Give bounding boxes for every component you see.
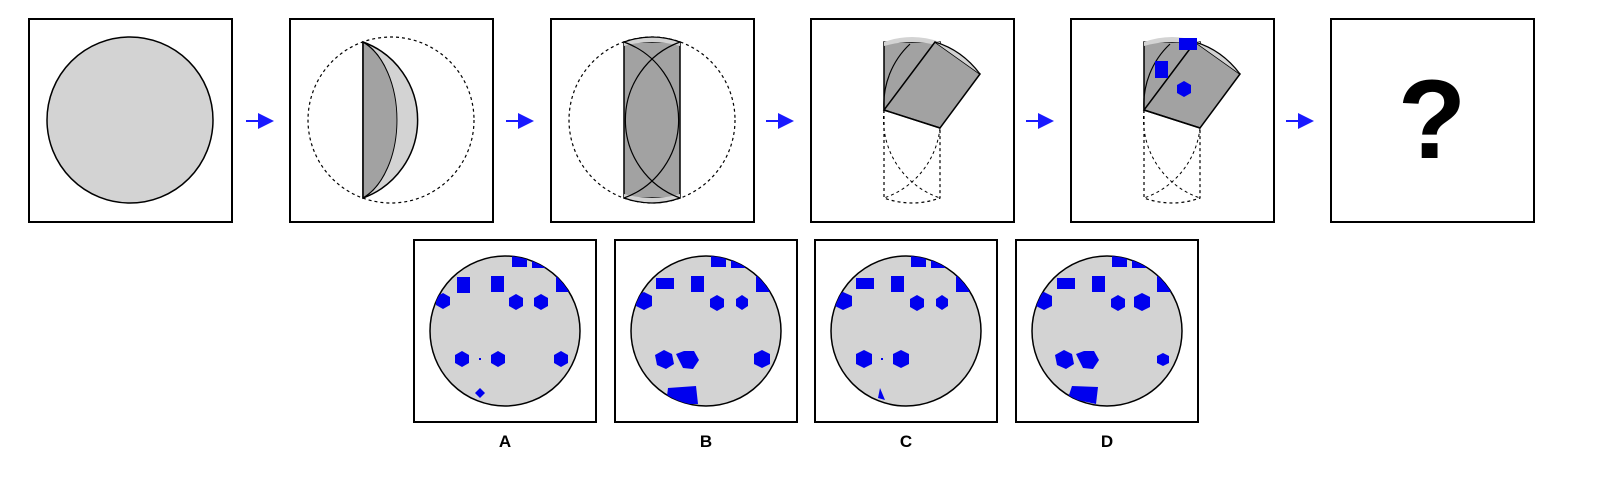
hole-square bbox=[1092, 276, 1105, 292]
hole-square bbox=[711, 256, 726, 267]
hole-hexagon bbox=[754, 350, 770, 368]
hole-square bbox=[691, 276, 704, 292]
hole-sliver bbox=[878, 388, 885, 400]
hole-hexagon bbox=[893, 350, 909, 368]
fold-arc-left bbox=[624, 41, 681, 199]
step-3-panel bbox=[550, 18, 755, 223]
strip-bottom-cap bbox=[624, 194, 680, 203]
hole-hexagon bbox=[534, 294, 548, 310]
hole-hexagon bbox=[936, 295, 948, 310]
unfolded-outline-dashed bbox=[1143, 110, 1201, 204]
unfolded-paper bbox=[630, 255, 782, 407]
question-frame bbox=[1330, 18, 1535, 223]
unfolded-paper bbox=[429, 255, 581, 407]
hole-square-left bbox=[1155, 61, 1168, 78]
hole-hexagon bbox=[710, 295, 724, 311]
hole-hexagon bbox=[1111, 295, 1125, 311]
unfolded-paper bbox=[830, 255, 982, 407]
hole-square-top bbox=[1179, 38, 1197, 50]
hole-hexagon bbox=[436, 293, 450, 309]
option-d-label: D bbox=[1101, 432, 1113, 451]
hole-square bbox=[512, 256, 527, 267]
hole-hexagon bbox=[1157, 353, 1169, 366]
hole-square bbox=[1057, 278, 1075, 289]
hole-hexagon bbox=[1134, 293, 1150, 311]
hole-dot bbox=[479, 358, 481, 360]
hole-hexagon bbox=[455, 351, 469, 367]
hole-hexagon bbox=[1055, 350, 1074, 369]
folded-strip bbox=[623, 41, 681, 199]
hole-square bbox=[1112, 256, 1127, 267]
fold-arc-right bbox=[623, 41, 680, 199]
hole-hexagon bbox=[676, 351, 699, 369]
hole-square bbox=[891, 276, 904, 292]
hole-square bbox=[656, 278, 674, 289]
paper-circle bbox=[46, 36, 214, 204]
answer-panel: ? bbox=[1330, 18, 1535, 223]
folded-flap bbox=[362, 40, 398, 200]
option-b[interactable] bbox=[614, 239, 798, 423]
option-b-label: B bbox=[700, 432, 712, 451]
hole-hexagon bbox=[736, 295, 748, 310]
strip-top-cap bbox=[624, 37, 680, 46]
hole-hexagon bbox=[636, 292, 652, 310]
step-5-panel bbox=[1070, 18, 1275, 223]
option-c-label: C bbox=[900, 432, 912, 451]
hole-hexagon bbox=[491, 351, 505, 367]
step-1-panel bbox=[28, 18, 233, 223]
hole-hexagon bbox=[1076, 351, 1099, 369]
hole-hexagon bbox=[509, 294, 523, 310]
step-2-panel bbox=[289, 18, 494, 223]
hole-square bbox=[856, 278, 874, 289]
original-outline-dashed bbox=[307, 36, 475, 204]
hole-square bbox=[911, 256, 926, 267]
option-a-label: A bbox=[499, 432, 511, 451]
option-d[interactable] bbox=[1015, 239, 1199, 423]
hole-hexagon bbox=[856, 350, 872, 368]
hole-hexagon bbox=[910, 295, 924, 311]
hole-square bbox=[457, 277, 470, 293]
option-a[interactable] bbox=[413, 239, 597, 423]
hole-diamond bbox=[475, 388, 485, 398]
hole-hexagon bbox=[1177, 81, 1191, 97]
hole-hexagon bbox=[655, 350, 674, 369]
option-c[interactable] bbox=[814, 239, 998, 423]
unfolded-paper bbox=[1031, 255, 1183, 407]
unfolded-outline-dashed bbox=[883, 110, 941, 204]
step-4-panel bbox=[810, 18, 1015, 223]
hole-square bbox=[491, 276, 504, 292]
hole-dot bbox=[881, 358, 883, 360]
question-mark: ? bbox=[1398, 57, 1466, 182]
hole-hexagon bbox=[554, 351, 568, 367]
